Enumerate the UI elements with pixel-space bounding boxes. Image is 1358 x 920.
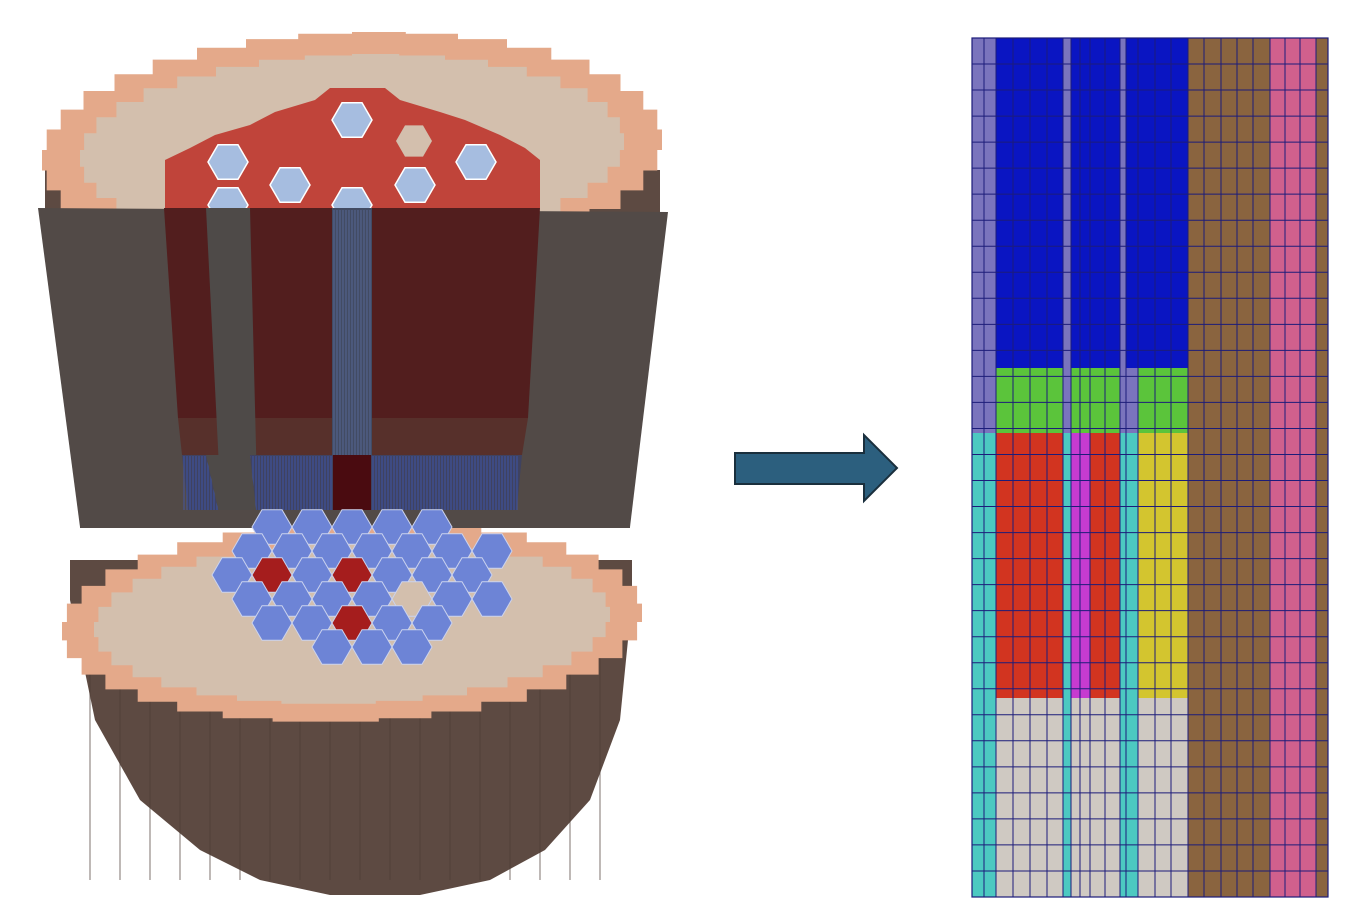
- mesh-block-fuel-3: [1138, 433, 1188, 698]
- mesh-block-radial-reflector: [1188, 38, 1270, 897]
- mesh-block-gap-3: [1126, 368, 1138, 433]
- mesh-block-upper-plenum-2: [1071, 38, 1120, 368]
- rz-mesh-view: [971, 37, 1329, 898]
- mesh-block-outer-reflector: [1316, 38, 1328, 897]
- fuel-assembly: [251, 605, 293, 641]
- control-rod-top: [207, 143, 249, 181]
- control-channel-left: [206, 208, 258, 527]
- empty-assembly-top: [396, 125, 432, 157]
- mesh-block-lower-plenum-2: [1071, 698, 1120, 897]
- control-rod-top: [394, 166, 436, 204]
- mesh-block-upper-gap-2: [1120, 38, 1126, 433]
- mesh-block-axial-reflector-2: [1071, 368, 1120, 433]
- control-channel-left-lower: [206, 455, 258, 527]
- mesh-block-lower-gap-1: [1063, 433, 1071, 897]
- mesh-border: [971, 37, 1329, 898]
- fuel-assembly: [311, 629, 353, 665]
- mesh-block-upper-gap-1: [1063, 38, 1071, 433]
- mesh-block-upper-plenum-3: [1126, 38, 1188, 368]
- transform-arrow: [734, 432, 899, 504]
- reactor-3d-view: [38, 32, 668, 895]
- arrow-shape: [734, 432, 899, 504]
- control-rod-top: [331, 101, 373, 139]
- control-rod-top: [269, 166, 311, 204]
- mesh-block-lower-plenum-3: [1138, 698, 1188, 897]
- mesh-block-axial-reflector-3: [1138, 368, 1188, 433]
- fuel-assembly: [351, 629, 393, 665]
- top-fuel-region: [165, 88, 540, 208]
- control-rod-top: [455, 143, 497, 181]
- mesh-block-lower-gap-2: [1120, 433, 1138, 897]
- mesh-block-shield: [1270, 38, 1316, 897]
- fuel-assembly: [391, 629, 433, 665]
- fuel-assembly: [471, 581, 513, 617]
